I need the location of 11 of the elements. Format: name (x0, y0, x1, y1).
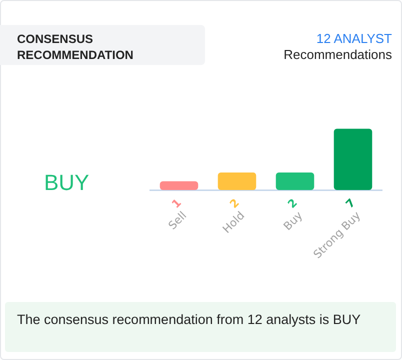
text: Recommendations (284, 47, 392, 63)
data-label: 2 (227, 196, 242, 211)
data-label: 2 (285, 196, 300, 211)
x-tick-label: Sell (166, 208, 190, 232)
data-label: 1 (169, 196, 184, 211)
data-label: 7 (343, 196, 358, 211)
chart-title: CONSENSUS RECOMMENDATION (0, 25, 205, 65)
x-tick-label: Buy (281, 208, 306, 234)
text: BUY (44, 170, 90, 196)
chart-subtitle: 12 ANALYST (315, 31, 392, 47)
text: The consensus recommendation from 12 analysts is BUY (5, 302, 396, 352)
